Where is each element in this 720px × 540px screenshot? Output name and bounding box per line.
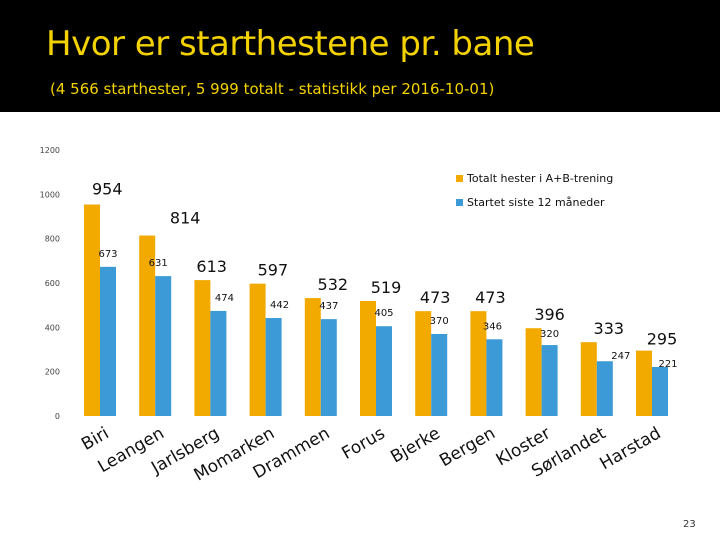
header-bar: Hvor er starthestene pr. bane (4 566 sta… [0,0,720,112]
data-label-started: 631 [149,258,168,269]
bar-total [636,350,652,416]
y-tick-label: 400 [45,323,60,332]
data-label-total: 519 [371,278,402,297]
bar-total [525,328,542,416]
data-label-total: 396 [534,305,565,324]
slide-subtitle: (4 566 starthester, 5 999 totalt - stati… [50,80,495,98]
bar-total [249,283,266,416]
data-label-started: 247 [611,351,630,362]
bar-chart: 020040060080010001200954673Biri814631Lea… [40,146,678,485]
data-label-started: 346 [483,321,502,332]
data-label-total: 613 [196,257,227,276]
data-label-started: 474 [215,293,234,304]
bar-total [360,300,376,416]
data-label-started: 221 [658,359,677,370]
slide-title: Hvor er starthestene pr. bane [46,24,535,64]
legend-label: Totalt hester i A+B-trening [466,172,613,185]
bar-started [100,266,116,416]
data-label-started: 405 [374,308,393,319]
data-label-started: 673 [98,249,117,260]
y-tick-label: 0 [55,412,60,421]
data-label-total: 473 [475,288,506,307]
bar-started [376,326,392,416]
bar-total [194,280,211,416]
bar-total [84,204,100,416]
y-tick-label: 1000 [40,190,60,199]
x-tick-label: Harstad [597,423,665,474]
bar-started [155,276,172,416]
bar-total [415,311,432,416]
data-label-total: 814 [170,209,201,228]
y-tick-label: 1200 [40,146,60,155]
page-number: 23 [683,519,696,530]
bar-started [652,367,668,416]
data-label-total: 532 [318,275,349,294]
data-label-started: 442 [270,300,289,311]
x-tick-label: Biri [78,423,112,454]
legend-label: Startet siste 12 måneder [467,196,605,209]
legend-swatch [456,199,463,206]
y-tick-label: 800 [45,235,60,244]
bar-started [431,333,448,416]
data-label-total: 473 [420,288,451,307]
bar-started [596,361,613,416]
bar-started [320,319,337,416]
bar-total [304,298,321,416]
data-label-total: 333 [594,319,625,338]
x-tick-label: Bjerke [387,423,443,467]
data-label-started: 320 [540,329,559,340]
bar-started [486,339,503,416]
y-tick-label: 200 [45,368,60,377]
data-label-started: 370 [430,316,449,327]
data-label-total: 954 [92,180,123,199]
y-tick-label: 600 [45,279,60,288]
bar-total [470,311,487,416]
bar-started [541,345,558,416]
bar-started [265,318,282,416]
x-tick-label: Bergen [436,423,499,471]
bar-total [580,342,597,416]
legend-swatch [456,175,463,182]
x-tick-label: Forus [338,423,388,463]
bar-total [139,235,156,416]
bar-started [210,310,227,416]
data-label-total: 597 [258,261,289,280]
data-label-started: 437 [319,301,338,312]
data-label-total: 295 [647,330,678,349]
